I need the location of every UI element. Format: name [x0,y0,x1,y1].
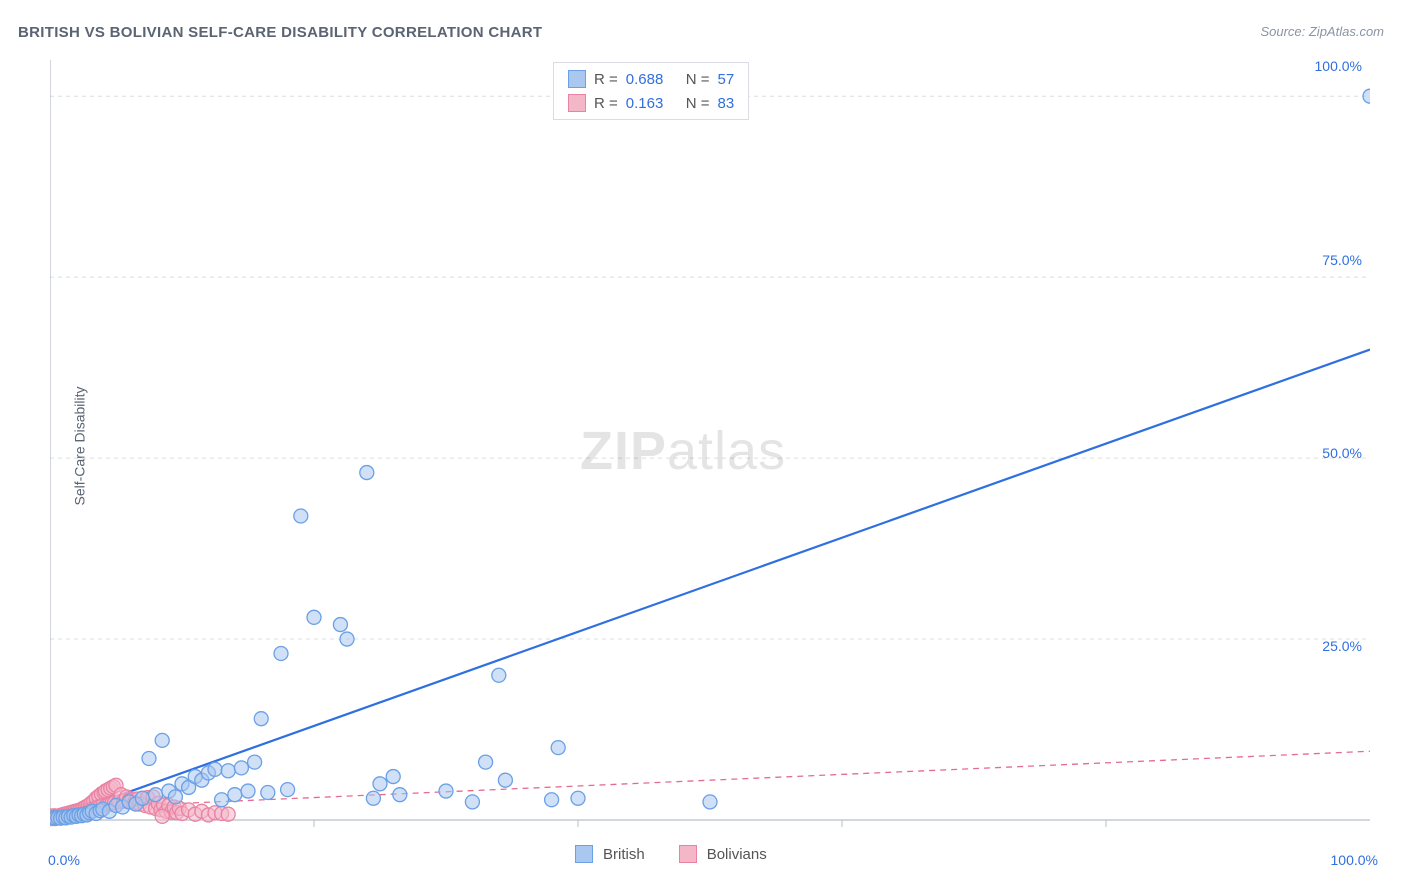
stats-legend: R = 0.688 N = 57 R = 0.163 N = 83 [553,62,749,120]
ytick-50: 50.0% [1322,445,1362,461]
ytick-75: 75.0% [1322,252,1362,268]
legend-swatch-bolivians [679,845,697,863]
stats-row-bolivians: R = 0.163 N = 83 [554,91,748,115]
chart-container: BRITISH VS BOLIVIAN SELF-CARE DISABILITY… [0,0,1406,892]
r-val-british: 0.688 [626,71,678,88]
legend-label-bolivians: Bolivians [707,846,767,863]
plot-area: ZIPatlas 100.0% 75.0% 50.0% 25.0% [50,60,1370,830]
swatch-bolivians [568,94,586,112]
swatch-british [568,70,586,88]
r-label: R = [594,71,618,88]
chart-title: BRITISH VS BOLIVIAN SELF-CARE DISABILITY… [18,24,542,41]
r-val-bolivians: 0.163 [626,95,678,112]
legend-swatch-british [575,845,593,863]
stats-row-british: R = 0.688 N = 57 [554,67,748,91]
legend-label-british: British [603,846,645,863]
n-label-2: N = [686,95,710,112]
ytick-100: 100.0% [1315,58,1362,74]
series-legend: British Bolivians [575,845,767,863]
n-label: N = [686,71,710,88]
scatter-svg [50,60,1370,830]
ytick-25: 25.0% [1322,638,1362,654]
n-val-bolivians: 83 [718,95,735,112]
r-label-2: R = [594,95,618,112]
n-val-british: 57 [718,71,735,88]
source-attribution: Source: ZipAtlas.com [1260,24,1384,39]
xtick-0: 0.0% [48,852,80,868]
xtick-100: 100.0% [1331,852,1378,868]
